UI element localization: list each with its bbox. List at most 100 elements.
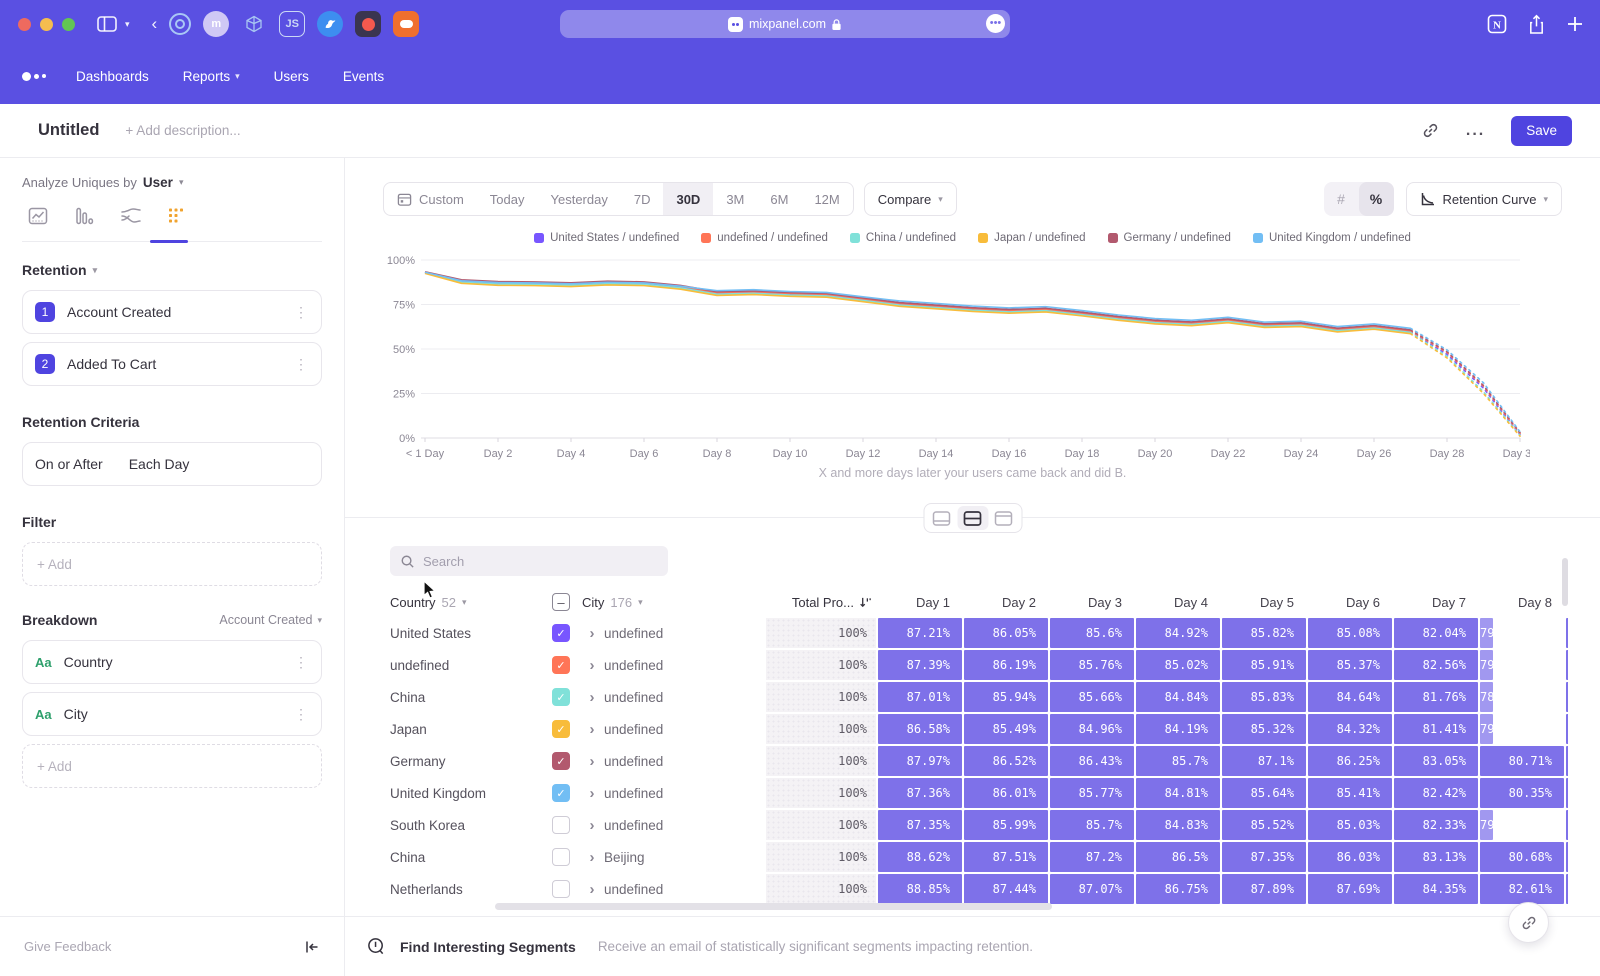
expand-chevron-icon[interactable]: › (582, 689, 602, 706)
tab-insights[interactable] (28, 206, 50, 228)
criteria-on-or-after[interactable]: On or After (35, 456, 103, 472)
retention-value-cell[interactable]: 85.02% (1136, 650, 1220, 680)
retention-value-cell[interactable]: 87.97% (878, 746, 962, 776)
retention-value-cell[interactable]: 86.03% (1308, 842, 1392, 872)
row-checkbox[interactable]: ✓ (552, 720, 580, 738)
retention-value-cell[interactable]: 81.41% (1394, 714, 1478, 744)
retention-value-cell[interactable]: 87.39% (878, 650, 962, 680)
day-column-header[interactable]: Day 6 (1308, 595, 1392, 610)
retention-value-cell[interactable]: 86.43% (1050, 746, 1134, 776)
day-column-header[interactable]: Day 2 (964, 595, 1048, 610)
retention-criteria-card[interactable]: On or After Each Day (22, 442, 322, 486)
retention-value-cell[interactable]: 85.76% (1050, 650, 1134, 680)
retention-value-cell[interactable]: 78.87% (1480, 682, 1493, 712)
kebab-menu-icon[interactable]: ⋮ (294, 304, 309, 321)
row-checkbox[interactable]: ✓ (552, 624, 580, 642)
retention-value-cell[interactable]: 86.52% (964, 746, 1048, 776)
retention-value-cell[interactable]: 87.89% (1222, 874, 1306, 904)
chart-type-selector[interactable]: Retention Curve▾ (1406, 182, 1562, 216)
country-cell[interactable]: Germany (390, 754, 550, 769)
range-yesterday[interactable]: Yesterday (538, 183, 621, 215)
retention-value-cell[interactable]: 80.71% (1480, 746, 1564, 776)
retention-value-cell[interactable]: 86.75% (1136, 874, 1220, 904)
retention-value-cell[interactable]: 85.37% (1308, 650, 1392, 680)
new-tab-icon[interactable] (1566, 15, 1584, 33)
retention-value-cell[interactable]: 87.69% (1308, 874, 1392, 904)
retention-value-cell[interactable]: 79.62% (1480, 810, 1493, 840)
retention-value-cell[interactable]: 87.01% (878, 682, 962, 712)
retention-value-cell[interactable]: 82.61% (1480, 874, 1564, 904)
retention-value-cell[interactable]: 87.07% (1050, 874, 1134, 904)
retention-value-cell[interactable]: 85.99% (964, 810, 1048, 840)
retention-value-cell[interactable]: 84.32% (1308, 714, 1392, 744)
retention-value-cell[interactable]: 87.36% (878, 778, 962, 808)
retention-value-cell[interactable]: 86.01% (964, 778, 1048, 808)
retention-value-cell[interactable]: 85.7% (1136, 746, 1220, 776)
row-checkbox[interactable] (552, 816, 580, 834)
extension-m-icon[interactable]: m (203, 11, 229, 37)
retention-value-cell[interactable]: 82.04% (1394, 618, 1478, 648)
range-7d[interactable]: 7D (621, 183, 664, 215)
city-cell[interactable]: undefined (604, 626, 764, 641)
retention-section-title[interactable]: Retention (22, 262, 87, 278)
breakdown-country[interactable]: Aa Country ⋮ (22, 640, 322, 684)
expand-chevron-icon[interactable]: › (582, 721, 602, 738)
retention-value-cell[interactable]: 85.64% (1222, 778, 1306, 808)
retention-value-cell[interactable]: 85.83% (1222, 682, 1306, 712)
copy-link-icon[interactable] (1421, 121, 1440, 140)
horizontal-scrollbar[interactable] (495, 903, 1052, 910)
compare-button[interactable]: Compare▾ (864, 182, 957, 216)
window-controls[interactable] (18, 18, 75, 31)
mode-percent-button[interactable]: % (1359, 182, 1394, 216)
zoom-window-button[interactable] (62, 18, 75, 31)
range-3m[interactable]: 3M (713, 183, 757, 215)
range-today[interactable]: Today (477, 183, 538, 215)
retention-value-cell[interactable]: 85.66% (1050, 682, 1134, 712)
retention-step-1[interactable]: 1 Account Created ⋮ (22, 290, 322, 334)
add-filter-button[interactable]: + Add (22, 542, 322, 586)
kebab-menu-icon[interactable]: ⋮ (294, 706, 309, 723)
address-bar[interactable]: mixpanel.com ••• (560, 10, 1010, 38)
retention-value-cell[interactable]: 87.2% (1050, 842, 1134, 872)
close-window-button[interactable] (18, 18, 31, 31)
nav-item-events[interactable]: Events (343, 69, 384, 84)
table-only-view-icon[interactable] (988, 506, 1019, 530)
retention-value-cell[interactable]: 82.56% (1394, 650, 1478, 680)
city-cell[interactable]: undefined (604, 786, 764, 801)
tab-flows[interactable] (120, 206, 142, 228)
retention-value-cell[interactable]: 79.05% (1480, 714, 1493, 744)
retention-value-cell[interactable]: 84.19% (1136, 714, 1220, 744)
day-column-header[interactable]: Day 5 (1222, 595, 1306, 610)
extension-target-icon[interactable] (169, 13, 191, 35)
nav-item-dashboards[interactable]: Dashboards (76, 69, 149, 84)
retention-value-cell[interactable]: 88.62% (878, 842, 962, 872)
extension-cube-icon[interactable] (241, 11, 267, 37)
retention-value-cell[interactable]: 85.08% (1308, 618, 1392, 648)
retention-value-cell[interactable]: 84.96% (1050, 714, 1134, 744)
retention-value-cell[interactable]: 80.35% (1480, 778, 1564, 808)
city-column-header[interactable]: City 176 ▾ (582, 595, 764, 610)
retention-value-cell[interactable]: 87.35% (1222, 842, 1306, 872)
retention-chart[interactable]: 0%25%50%75%100%< 1 DayDay 2Day 4Day 6Day… (375, 252, 1530, 462)
row-checkbox[interactable]: ✓ (552, 752, 580, 770)
retention-value-cell[interactable]: 85.77% (1050, 778, 1134, 808)
expand-chevron-icon[interactable]: › (582, 753, 602, 770)
country-cell[interactable]: China (390, 690, 550, 705)
share-link-fab[interactable] (1508, 902, 1549, 943)
vertical-scrollbar[interactable] (1562, 558, 1568, 606)
retention-value-cell[interactable]: 85.03% (1308, 810, 1392, 840)
mixpanel-logo[interactable] (22, 72, 46, 81)
legend-item[interactable]: undefined / undefined (701, 232, 828, 244)
expand-chevron-icon[interactable]: › (582, 817, 602, 834)
row-checkbox[interactable]: ✓ (552, 688, 580, 706)
chart-only-view-icon[interactable] (926, 506, 957, 530)
retention-value-cell[interactable]: 83.05% (1394, 746, 1478, 776)
legend-item[interactable]: Germany / undefined (1108, 232, 1231, 244)
country-cell[interactable]: China (390, 850, 550, 865)
give-feedback-link[interactable]: Give Feedback (24, 939, 111, 954)
extension-cloud-icon[interactable] (393, 11, 419, 37)
find-segments-title[interactable]: Find Interesting Segments (400, 939, 576, 955)
country-cell[interactable]: United Kingdom (390, 786, 550, 801)
retention-value-cell[interactable]: 85.49% (964, 714, 1048, 744)
retention-value-cell[interactable]: 86.19% (964, 650, 1048, 680)
